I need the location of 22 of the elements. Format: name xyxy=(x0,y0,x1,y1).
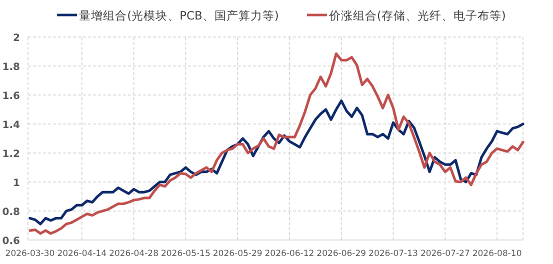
x-tick-label: 2026-07-13 xyxy=(368,249,418,259)
legend-label: 价涨组合(存储、光纤、电子布等) xyxy=(328,8,506,22)
y-tick-label: 1.2 xyxy=(2,149,20,160)
x-tick-label: 2026-05-15 xyxy=(160,249,210,259)
x-tick-label: 2026-06-12 xyxy=(264,249,314,259)
x-tick-label: 2026-03-30 xyxy=(5,249,55,259)
x-tick-label: 2026-08-10 xyxy=(472,249,522,259)
y-tick-label: 1 xyxy=(13,178,20,189)
x-tick-label: 2026-04-28 xyxy=(109,249,158,259)
line-series xyxy=(28,100,524,226)
y-tick-label: 1.8 xyxy=(2,62,20,73)
y-tick-label: 1.4 xyxy=(2,120,20,131)
legend-label: 量增组合(光模块、PCB、国产算力等) xyxy=(79,8,279,22)
x-tick-label: 2026-04-14 xyxy=(57,249,107,259)
y-tick-label: 2 xyxy=(13,33,20,44)
x-tick-label: 2026-05-29 xyxy=(212,249,262,259)
x-tick-label: 2026-07-27 xyxy=(420,249,470,259)
y-tick-label: 1.6 xyxy=(2,91,20,102)
y-tick-label: 0.8 xyxy=(2,207,20,218)
line-series xyxy=(28,52,524,235)
y-tick-label: 0.6 xyxy=(2,236,20,247)
x-tick-label: 2026-06-29 xyxy=(316,249,366,259)
